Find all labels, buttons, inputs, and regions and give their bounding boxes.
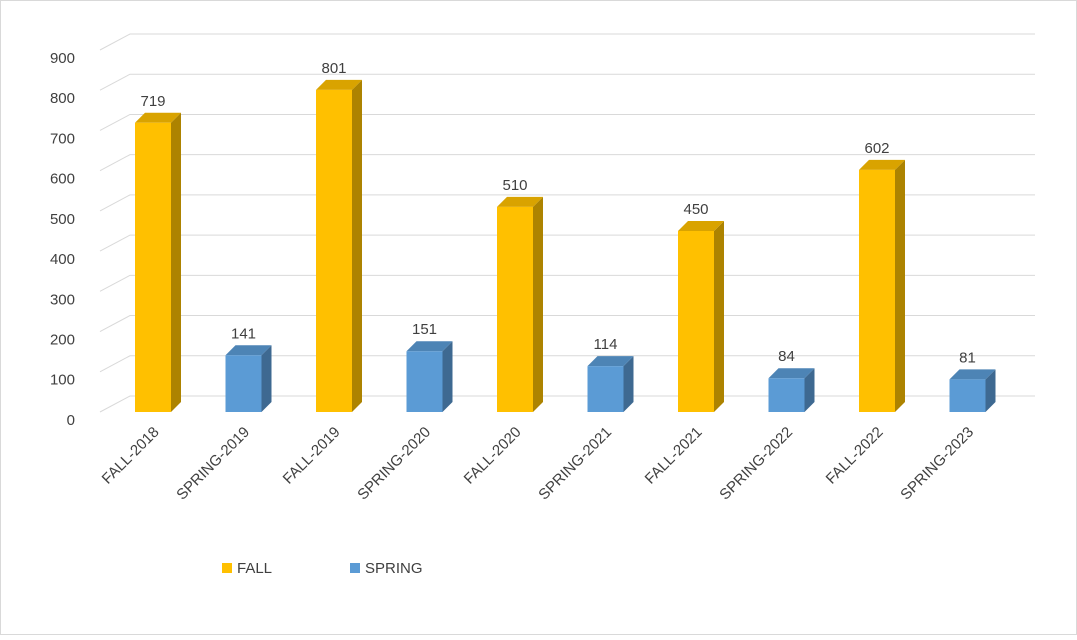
bar-front [225, 355, 262, 412]
bar-top [859, 159, 905, 170]
bar-top [135, 112, 181, 123]
data-label: 602 [864, 140, 889, 157]
legend-swatch [222, 563, 232, 573]
y-tick-label: 600 [50, 171, 75, 188]
data-label: 801 [321, 60, 346, 77]
data-label: 450 [683, 201, 708, 218]
bar [949, 369, 996, 412]
bar-front [768, 378, 805, 412]
bar-top [678, 221, 724, 231]
grid-line [99, 154, 1035, 172]
bar [678, 221, 724, 412]
y-tick-label: 400 [50, 251, 75, 268]
y-tick-label: 300 [50, 291, 75, 308]
bar-side [895, 159, 905, 412]
bar-front [949, 379, 986, 412]
data-label: 81 [959, 349, 976, 366]
bar [497, 196, 543, 412]
bar-side [261, 345, 272, 412]
grid-line [99, 73, 1035, 91]
y-tick-label: 700 [50, 130, 75, 147]
bar [859, 159, 905, 412]
legend-label: FALL [237, 560, 272, 577]
grid-line [99, 274, 1035, 292]
legend-swatch [350, 563, 360, 573]
grid-line [99, 355, 1035, 373]
y-tick-label: 0 [67, 412, 75, 429]
bar-side [985, 369, 996, 412]
bar-side [171, 112, 181, 413]
bar-side [533, 196, 543, 412]
bar-side [623, 356, 634, 412]
bar-front [587, 366, 624, 412]
bar-front [406, 351, 443, 412]
bar-top [497, 196, 543, 207]
bar-top [316, 79, 362, 90]
bar [406, 341, 453, 412]
bar-side [442, 341, 453, 412]
data-label: 151 [412, 321, 437, 338]
y-tick-label: 200 [50, 332, 75, 349]
bar-side [352, 79, 362, 412]
grid-line [99, 33, 1035, 51]
bar [587, 356, 634, 412]
data-label: 114 [594, 336, 618, 353]
data-label: 141 [231, 325, 256, 342]
bar-top [406, 341, 453, 352]
bar-top [225, 345, 272, 356]
grid-line [99, 113, 1035, 131]
y-tick-label: 100 [50, 372, 75, 389]
grid-line [99, 315, 1035, 332]
bar-front [678, 231, 714, 412]
bar-top [768, 368, 815, 379]
y-tick-label: 500 [50, 211, 75, 228]
bar-top [587, 356, 634, 367]
grid-line [99, 395, 1035, 413]
bar-front [859, 169, 895, 412]
bar [135, 112, 181, 413]
y-tick-label: 900 [50, 50, 75, 67]
grid-line [99, 234, 1035, 252]
bar-front [497, 206, 533, 412]
grid-line [99, 194, 1035, 212]
bar [316, 79, 362, 412]
legend-label: SPRING [365, 560, 423, 577]
bar-front [316, 89, 352, 412]
data-label: 719 [140, 93, 165, 110]
bar-side [714, 221, 724, 412]
bar-side [804, 368, 815, 412]
bar [768, 368, 815, 412]
data-label: 510 [502, 177, 527, 194]
data-label: 84 [778, 348, 795, 365]
bar-front [135, 122, 171, 413]
bar [225, 345, 272, 412]
y-tick-label: 800 [50, 90, 75, 107]
bar-top [949, 369, 996, 380]
